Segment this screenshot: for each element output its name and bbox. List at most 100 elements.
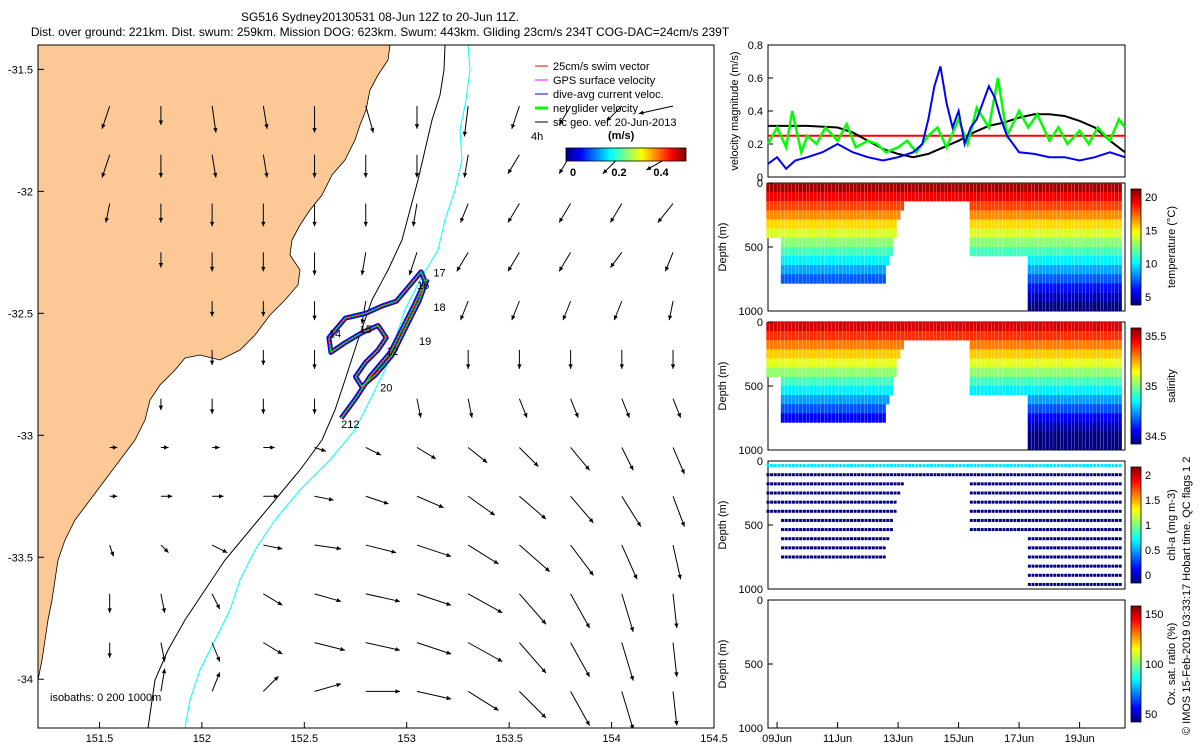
chl-point: [1075, 555, 1079, 559]
profile-cell: [860, 321, 865, 332]
chl-point: [1096, 573, 1100, 577]
chl-point: [799, 473, 803, 477]
profile-cell: [984, 321, 988, 332]
chl-point: [806, 537, 810, 541]
profile-cell: [1005, 237, 1010, 248]
chl-point: [1064, 528, 1068, 532]
profile-cell: [973, 340, 977, 350]
profile-cell: [1107, 201, 1111, 211]
profile-cell: [1056, 274, 1061, 284]
profile-cell: [1045, 321, 1050, 332]
chl-point: [1064, 564, 1068, 568]
time-tick-label: 09Jun: [762, 733, 792, 745]
chl-point: [1115, 555, 1119, 559]
profile-cell: [875, 246, 879, 257]
profile-cell: [835, 331, 839, 341]
chl-point: [868, 546, 872, 550]
profile-cell: [882, 395, 886, 405]
profile-cell: [824, 256, 828, 266]
profile-cell: [838, 358, 843, 368]
profile-cell: [1103, 274, 1108, 284]
chl-point: [875, 509, 879, 513]
profile-cell: [809, 385, 814, 396]
chl-point: [810, 509, 814, 513]
chl-point: [1118, 528, 1122, 532]
chl-point: [1049, 528, 1053, 532]
chl-point: [820, 528, 824, 532]
profile-cell: [1107, 321, 1111, 332]
profile-cell: [976, 210, 981, 220]
chl-point: [784, 509, 788, 513]
geo-vector: [519, 593, 547, 625]
geo-vector-head: [264, 172, 269, 178]
profile-cell: [788, 358, 792, 368]
geo-vector-head: [414, 124, 420, 129]
chl-point: [1056, 491, 1060, 495]
geo-vector: [621, 544, 638, 580]
profile-cell: [842, 210, 846, 220]
profile-cell: [1016, 192, 1021, 202]
chl-point: [1078, 482, 1082, 486]
profile-cell: [936, 192, 941, 202]
chl-point: [857, 546, 861, 550]
profile-cell: [973, 219, 977, 229]
profile-cell: [1024, 331, 1028, 341]
geo-vector-head: [533, 461, 539, 467]
profile-cell: [1096, 219, 1101, 229]
chl-point: [886, 482, 890, 486]
profile-cell: [1074, 358, 1079, 368]
chl-point: [864, 546, 868, 550]
profile-cell: [1082, 182, 1086, 193]
profile-cell: [849, 358, 854, 368]
profile-cell: [1078, 404, 1082, 414]
profile-cell: [766, 358, 770, 368]
profile-cell: [878, 246, 883, 257]
profile-cell: [1064, 265, 1068, 275]
geo-vector-head: [328, 497, 334, 502]
profile-cell: [1085, 246, 1090, 257]
profile-cell: [1114, 246, 1119, 257]
chl-point: [991, 482, 995, 486]
profile-cell: [998, 349, 1003, 359]
profile-cell: [1085, 210, 1090, 220]
chl-point: [948, 473, 952, 477]
chl-point: [1017, 464, 1021, 468]
profile-cell: [795, 367, 799, 377]
profile-cell: [1082, 274, 1086, 284]
profile-cell: [1045, 331, 1050, 341]
chl-point: [1064, 482, 1068, 486]
chl-point: [998, 491, 1002, 495]
profile-cell: [1111, 201, 1115, 211]
profile-cell: [1118, 274, 1122, 284]
profile-cell: [795, 376, 799, 387]
profile-cell: [1111, 192, 1115, 202]
profile-cell: [1071, 367, 1075, 377]
profile-cell: [1038, 274, 1042, 284]
profile-cell: [1118, 182, 1122, 193]
profile-cell: [849, 404, 854, 414]
velocity-series: [767, 66, 1126, 171]
colorbar-tick: 0.2: [611, 167, 626, 179]
chl-point: [810, 555, 814, 559]
geo-vector-head: [585, 623, 590, 629]
profile-cell: [867, 219, 872, 229]
profile-cell: [1060, 367, 1064, 377]
profile-cell: [1111, 376, 1115, 387]
profile-cell: [1034, 395, 1039, 405]
chl-point: [1002, 464, 1006, 468]
profile-cell: [904, 321, 908, 332]
chl-point: [1111, 537, 1115, 541]
profile-cell: [838, 395, 843, 405]
profile-cell: [802, 376, 807, 387]
chl-point: [842, 537, 846, 541]
profile-cell: [867, 358, 872, 368]
profile-cell: [976, 367, 981, 377]
chl-point: [1031, 555, 1035, 559]
profile-cell: [809, 404, 814, 414]
chl-point: [1038, 564, 1042, 568]
profile-cell: [991, 376, 995, 387]
chl-point: [784, 518, 788, 522]
profile-cell: [1031, 358, 1035, 368]
profile-cell: [1074, 395, 1079, 405]
profile-cell: [1096, 256, 1101, 266]
